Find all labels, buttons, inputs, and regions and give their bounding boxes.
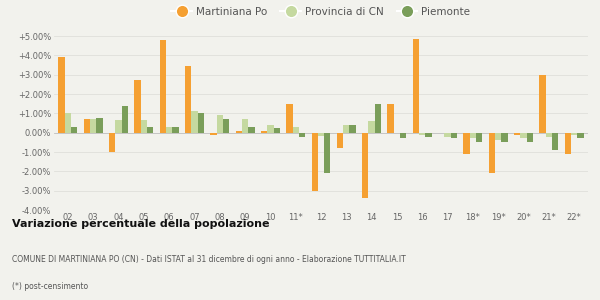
Bar bbox=[318, 133, 324, 136]
Bar bbox=[476, 133, 482, 142]
Bar bbox=[236, 131, 242, 133]
Bar bbox=[84, 119, 90, 133]
Bar bbox=[545, 133, 552, 136]
Bar bbox=[248, 127, 254, 133]
Bar bbox=[451, 133, 457, 139]
Bar bbox=[419, 133, 425, 135]
Text: Variazione percentuale della popolazione: Variazione percentuale della popolazione bbox=[12, 219, 269, 229]
Bar bbox=[470, 133, 476, 139]
Bar bbox=[463, 133, 470, 154]
Bar bbox=[577, 133, 584, 139]
Bar bbox=[413, 39, 419, 133]
Bar bbox=[552, 133, 558, 150]
Bar bbox=[185, 66, 191, 133]
Bar bbox=[539, 75, 545, 133]
Bar bbox=[565, 133, 571, 154]
Bar bbox=[71, 127, 77, 133]
Bar bbox=[445, 133, 451, 136]
Bar bbox=[324, 133, 331, 173]
Bar bbox=[191, 111, 197, 133]
Bar bbox=[90, 119, 97, 133]
Bar bbox=[514, 133, 520, 135]
Bar bbox=[97, 118, 103, 133]
Bar bbox=[375, 104, 381, 133]
Bar bbox=[502, 133, 508, 142]
Bar bbox=[343, 125, 349, 133]
Bar bbox=[400, 133, 406, 137]
Bar bbox=[58, 57, 65, 133]
Bar bbox=[349, 125, 356, 133]
Bar bbox=[65, 113, 71, 133]
Bar bbox=[122, 106, 128, 133]
Bar bbox=[160, 40, 166, 133]
Bar bbox=[223, 119, 229, 133]
Bar bbox=[488, 133, 495, 173]
Bar bbox=[388, 104, 394, 133]
Bar bbox=[147, 127, 154, 133]
Bar bbox=[293, 127, 299, 133]
Bar bbox=[286, 104, 293, 133]
Bar bbox=[172, 127, 179, 133]
Bar bbox=[571, 133, 577, 135]
Bar bbox=[299, 133, 305, 136]
Text: (*) post-censimento: (*) post-censimento bbox=[12, 282, 88, 291]
Bar bbox=[140, 120, 147, 133]
Bar bbox=[166, 127, 172, 133]
Bar bbox=[242, 119, 248, 133]
Bar bbox=[520, 133, 527, 139]
Bar bbox=[425, 133, 432, 136]
Bar bbox=[197, 113, 204, 133]
Bar bbox=[109, 133, 115, 152]
Bar bbox=[115, 120, 122, 133]
Bar bbox=[311, 133, 318, 191]
Bar bbox=[362, 133, 368, 198]
Bar bbox=[267, 125, 274, 133]
Bar bbox=[337, 133, 343, 148]
Bar bbox=[527, 133, 533, 142]
Bar bbox=[495, 133, 502, 140]
Bar bbox=[134, 80, 140, 133]
Bar bbox=[217, 115, 223, 133]
Bar bbox=[210, 133, 217, 135]
Legend: Martiniana Po, Provincia di CN, Piemonte: Martiniana Po, Provincia di CN, Piemonte bbox=[167, 3, 475, 21]
Bar bbox=[368, 121, 375, 133]
Bar bbox=[274, 128, 280, 133]
Bar bbox=[261, 131, 267, 133]
Text: COMUNE DI MARTINIANA PO (CN) - Dati ISTAT al 31 dicembre di ogni anno - Elaboraz: COMUNE DI MARTINIANA PO (CN) - Dati ISTA… bbox=[12, 255, 406, 264]
